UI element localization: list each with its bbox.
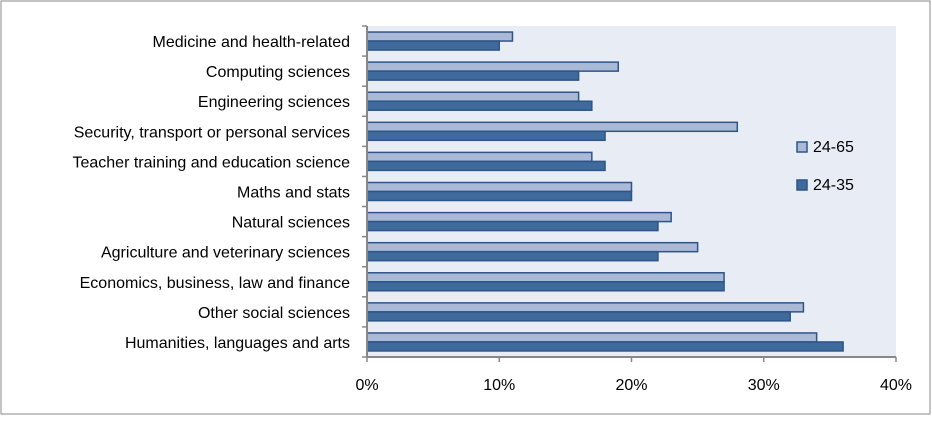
x-tick-label: 40% bbox=[880, 377, 912, 394]
x-tick-label: 30% bbox=[748, 377, 780, 394]
category-label: Security, transport or personal services bbox=[74, 124, 350, 141]
category-label: Maths and stats bbox=[237, 185, 350, 202]
x-tick-label: 0% bbox=[355, 377, 378, 394]
bar-24-65-9 bbox=[366, 302, 805, 313]
bar-24-65-5 bbox=[366, 181, 633, 193]
bar-24-35-0 bbox=[366, 40, 500, 51]
bar-24-65-2 bbox=[366, 91, 580, 102]
bar-24-35-2 bbox=[366, 100, 593, 111]
x-tick-label: 20% bbox=[615, 377, 647, 394]
bar-24-65-10 bbox=[366, 332, 818, 343]
category-label: Other social sciences bbox=[198, 305, 350, 322]
bar-24-65-8 bbox=[366, 272, 725, 283]
category-label: Humanities, languages and arts bbox=[125, 335, 350, 352]
bar-24-65-7 bbox=[366, 241, 699, 253]
category-label: Agriculture and veterinary sciences bbox=[101, 245, 350, 262]
category-label: Engineering sciences bbox=[198, 94, 350, 111]
bar-24-35-9 bbox=[366, 311, 791, 322]
legend-swatch-24-35 bbox=[796, 179, 808, 191]
category-label: Natural sciences bbox=[232, 215, 350, 232]
category-label: Computing sciences bbox=[206, 64, 350, 81]
bar-24-65-4 bbox=[366, 151, 593, 163]
bar-24-65-6 bbox=[366, 211, 672, 223]
category-label: Economics, business, law and finance bbox=[80, 275, 350, 292]
bar-24-35-5 bbox=[366, 190, 633, 202]
legend-label: 24-65 bbox=[813, 139, 854, 156]
bar-24-65-3 bbox=[366, 121, 739, 133]
legend-swatch-24-65 bbox=[796, 141, 808, 153]
bar-24-65-1 bbox=[366, 61, 620, 72]
bar-24-35-3 bbox=[366, 130, 606, 142]
bar-24-35-4 bbox=[366, 160, 606, 172]
bar-24-35-6 bbox=[366, 220, 659, 232]
category-label: Teacher training and education science bbox=[72, 154, 350, 171]
bar-24-65-0 bbox=[366, 31, 514, 42]
bar-24-35-7 bbox=[366, 250, 659, 262]
category-label: Medicine and health-related bbox=[153, 34, 350, 51]
bar-24-35-1 bbox=[366, 70, 580, 81]
x-tick-label: 10% bbox=[483, 377, 515, 394]
bar-24-35-8 bbox=[366, 281, 725, 292]
bar-24-35-10 bbox=[366, 341, 844, 352]
legend-label: 24-35 bbox=[813, 177, 854, 194]
